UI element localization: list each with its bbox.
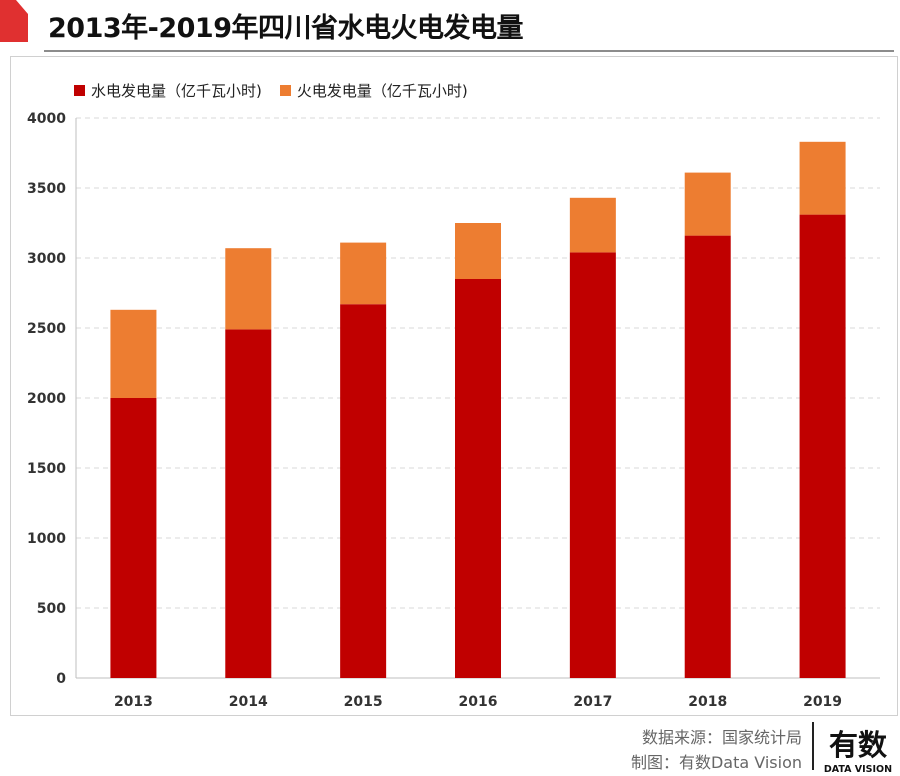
title-divider — [44, 50, 894, 52]
x-tick-label: 2019 — [803, 694, 842, 710]
legend-swatch-hydro — [74, 85, 85, 96]
x-tick-label: 2018 — [688, 694, 727, 710]
bar-hydro-2013 — [110, 398, 157, 678]
x-tick-label: 2015 — [344, 694, 383, 710]
y-tick-label: 0 — [56, 671, 66, 687]
y-tick-label: 2500 — [27, 321, 66, 337]
bar-hydro-2015 — [340, 304, 387, 678]
bar-hydro-2016 — [455, 279, 501, 678]
svg-text:DATA VISION: DATA VISION — [824, 764, 892, 775]
bar-hydro-2014 — [225, 329, 272, 678]
chart-credit: 制图：有数Data Vision — [630, 753, 802, 772]
y-tick-label: 1000 — [27, 531, 66, 547]
chart-frame — [10, 56, 898, 716]
svg-text:有数: 有数 — [829, 728, 888, 762]
bar-hydro-2017 — [569, 252, 616, 678]
bar-thermal-2015 — [340, 242, 387, 305]
corner-accent-shape — [0, 0, 28, 42]
x-tick-label: 2014 — [229, 694, 268, 710]
x-tick-label: 2017 — [573, 694, 612, 710]
chart-legend: 水电发电量（亿千瓦小时) 火电发电量（亿千瓦小时) — [74, 80, 468, 101]
bar-thermal-2017 — [569, 197, 616, 253]
legend-swatch-thermal — [279, 85, 291, 96]
legend-item-hydro: 水电发电量（亿千瓦小时) — [74, 80, 262, 101]
x-tick-label: 2016 — [459, 694, 498, 710]
legend-label-hydro: 水电发电量（亿千瓦小时) — [91, 82, 262, 100]
y-tick-label: 500 — [37, 601, 66, 617]
bar-hydro-2018 — [684, 235, 731, 678]
bar-thermal-2018 — [684, 172, 731, 236]
page-title: 2013年-2019年四川省水电火电发电量 — [48, 13, 524, 44]
bar-thermal-2014 — [225, 248, 272, 330]
bar-thermal-2016 — [455, 223, 501, 279]
logo-divider — [812, 722, 814, 770]
data-source: 数据来源：国家统计局 — [641, 728, 802, 747]
x-tick-label: 2013 — [114, 694, 153, 710]
bar-hydro-2019 — [799, 214, 846, 678]
legend-label-thermal: 火电发电量（亿千瓦小时) — [296, 82, 468, 100]
y-tick-label: 1500 — [27, 461, 66, 477]
y-tick-label: 3000 — [27, 251, 66, 267]
y-tick-label: 2000 — [27, 391, 66, 407]
bar-thermal-2013 — [110, 309, 157, 398]
bar-thermal-2019 — [799, 141, 846, 215]
legend-item-thermal: 火电发电量（亿千瓦小时) — [279, 80, 468, 101]
y-tick-label: 4000 — [27, 111, 66, 127]
data-vision-logo: 有数 DATA VISION — [824, 728, 892, 775]
y-tick-label: 3500 — [27, 181, 66, 197]
